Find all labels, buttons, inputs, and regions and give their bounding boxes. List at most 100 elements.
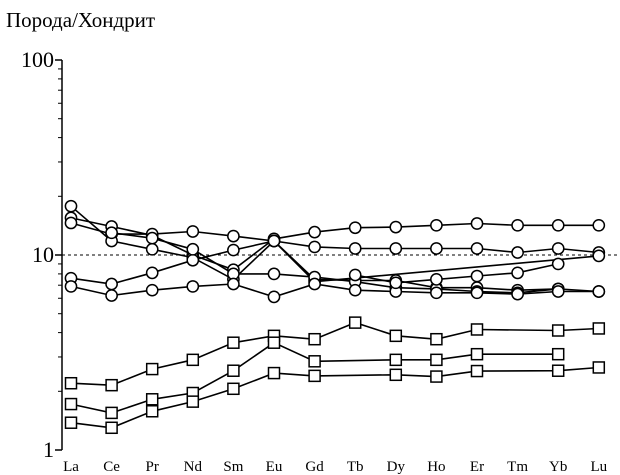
data-point-square bbox=[430, 332, 443, 346]
axes: 1 10 100 La Ce Pr Nd Sm Eu Gd Tb Dy Ho Er Tm Yb Lu bbox=[21, 47, 618, 475]
data-point-circle bbox=[267, 267, 281, 281]
data-point-circle bbox=[592, 249, 606, 263]
data-point-circle bbox=[186, 253, 200, 267]
data-point-square bbox=[470, 364, 484, 378]
x-tick-label: Lu bbox=[590, 459, 607, 475]
data-point-circle bbox=[145, 242, 159, 256]
data-point-circle bbox=[105, 277, 118, 291]
y-axis-label: Порода/Хондрит bbox=[6, 8, 155, 32]
data-point-square bbox=[145, 362, 159, 376]
data-point-circle bbox=[551, 218, 565, 232]
data-point-square bbox=[430, 353, 443, 367]
x-tick-label: Dy bbox=[387, 459, 406, 475]
data-point-square bbox=[470, 323, 484, 336]
data-point-square bbox=[267, 366, 281, 380]
data-point-circle bbox=[389, 220, 403, 234]
data-point-circle bbox=[592, 218, 606, 232]
x-tick-label: Ce bbox=[103, 459, 120, 475]
x-tick-label: Sm bbox=[223, 459, 243, 475]
data-point-square bbox=[308, 332, 321, 346]
data-point-circle bbox=[267, 234, 281, 248]
data-point-circle bbox=[64, 280, 78, 293]
series-line bbox=[111, 232, 559, 294]
data-point-circle bbox=[430, 286, 443, 300]
data-point-circle bbox=[227, 243, 240, 257]
data-point-square bbox=[186, 395, 200, 408]
data-point-circle bbox=[511, 218, 524, 232]
data-point-circle bbox=[389, 276, 403, 290]
data-point-circle bbox=[145, 283, 159, 297]
data-point-circle bbox=[105, 289, 118, 302]
data-point-circle bbox=[348, 221, 362, 235]
data-point-square bbox=[389, 353, 403, 367]
data-point-circle bbox=[348, 242, 362, 255]
data-point-circle bbox=[308, 240, 321, 254]
data-point-square bbox=[430, 370, 443, 383]
data-point-square bbox=[105, 421, 118, 435]
data-point-circle bbox=[105, 226, 118, 240]
data-point-circle bbox=[511, 287, 524, 301]
series-line bbox=[355, 263, 559, 284]
data-point-square bbox=[551, 347, 565, 361]
data-point-square bbox=[105, 406, 118, 420]
data-point-square bbox=[105, 378, 118, 392]
data-point-circle bbox=[551, 257, 565, 271]
data-point-square bbox=[227, 336, 240, 349]
data-point-square bbox=[308, 355, 321, 368]
data-point-circle bbox=[227, 277, 240, 291]
data-point-circle bbox=[470, 269, 484, 283]
data-point-circle bbox=[267, 290, 281, 304]
series-markers bbox=[64, 199, 606, 435]
data-point-circle bbox=[227, 229, 240, 243]
data-point-square bbox=[145, 393, 159, 406]
data-point-square bbox=[308, 369, 321, 383]
data-point-circle bbox=[511, 246, 524, 259]
data-point-square bbox=[186, 353, 200, 367]
data-point-square bbox=[64, 416, 78, 429]
series-line bbox=[70, 283, 599, 298]
series-line bbox=[70, 205, 599, 283]
data-point-circle bbox=[470, 242, 484, 255]
series-line bbox=[70, 366, 599, 429]
series-line bbox=[70, 222, 599, 254]
data-point-square bbox=[389, 368, 403, 382]
data-point-circle bbox=[430, 273, 443, 286]
data-point-circle bbox=[551, 285, 565, 298]
data-point-square bbox=[227, 364, 240, 377]
data-point-square bbox=[592, 322, 606, 335]
x-tick-label: Nd bbox=[184, 459, 203, 475]
data-point-square bbox=[227, 382, 240, 396]
data-point-circle bbox=[348, 283, 362, 297]
data-point-circle bbox=[186, 242, 200, 256]
x-tick-label: Tm bbox=[507, 459, 528, 475]
data-point-square bbox=[64, 376, 78, 390]
data-point-circle bbox=[470, 286, 484, 300]
data-point-circle bbox=[551, 242, 565, 255]
data-point-circle bbox=[592, 285, 606, 298]
data-point-square bbox=[348, 316, 362, 329]
data-point-circle bbox=[145, 266, 159, 280]
data-point-circle bbox=[64, 199, 78, 213]
x-tick-label: Gd bbox=[305, 459, 324, 475]
data-point-circle bbox=[308, 225, 321, 239]
data-point-square bbox=[592, 361, 606, 374]
x-tick-label: Eu bbox=[266, 459, 283, 475]
y-tick-label: 100 bbox=[21, 47, 54, 72]
data-point-circle bbox=[470, 217, 484, 230]
y-tick-label: 10 bbox=[32, 242, 54, 267]
data-point-square bbox=[551, 364, 565, 377]
data-point-circle bbox=[430, 242, 443, 255]
x-tick-label: Yb bbox=[549, 459, 567, 475]
data-point-circle bbox=[186, 280, 200, 293]
data-point-circle bbox=[511, 266, 524, 280]
data-point-square bbox=[64, 397, 78, 411]
data-point-circle bbox=[145, 231, 159, 245]
data-point-circle bbox=[308, 277, 321, 291]
data-point-square bbox=[267, 336, 281, 349]
data-point-square bbox=[470, 347, 484, 361]
x-tick-label: Er bbox=[470, 459, 484, 475]
x-tick-label: La bbox=[63, 459, 79, 475]
x-tick-label: Ho bbox=[427, 459, 445, 475]
x-tick-label: Pr bbox=[146, 459, 159, 475]
